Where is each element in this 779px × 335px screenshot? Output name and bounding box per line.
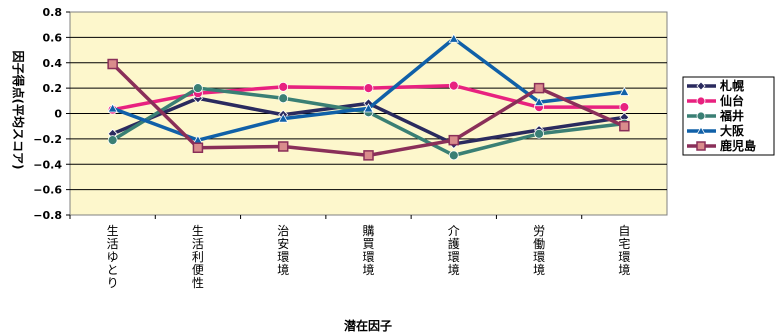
series-lines: [107, 33, 630, 161]
data-point-marker: [363, 103, 374, 113]
data-point-marker: [619, 86, 630, 96]
x-axis-categories: 生活ゆとり 生活利便性 治安環境 購買環境 介護環境 労働環境 自宅環境: [69, 215, 630, 290]
x-category-label: 自宅環境: [618, 224, 630, 277]
data-point-marker: [107, 58, 118, 70]
y-axis-ticks: −0.8 −0.6 −0.4 −0.2 0 0.2 0.4 0.6 0.8: [33, 6, 70, 222]
x-category-label: 購買環境: [362, 224, 374, 277]
data-point-marker: [192, 142, 204, 154]
data-point-marker: [696, 126, 706, 135]
data-point-marker: [696, 111, 706, 121]
series: [107, 33, 630, 145]
data-point-marker: [533, 96, 545, 107]
data-point-marker: [619, 120, 630, 132]
legend-label: 仙台: [720, 93, 744, 108]
x-category-label: 労働環境: [533, 224, 545, 277]
series: [107, 58, 630, 161]
data-point-marker: [619, 102, 630, 113]
data-point-marker: [696, 96, 706, 106]
data-point-marker: [193, 83, 203, 94]
x-category-label: 治安環境: [277, 224, 289, 277]
data-point-marker: [278, 93, 289, 104]
data-point-marker: [107, 135, 118, 146]
y-tick-label: 0.6: [43, 31, 63, 44]
data-point-marker: [448, 134, 460, 146]
y-tick-label: −0.2: [33, 133, 62, 146]
data-point-marker: [448, 33, 459, 43]
x-category-label: 生活ゆとり: [107, 224, 119, 290]
y-tick-label: 0.4: [43, 57, 63, 70]
data-point-marker: [278, 113, 289, 123]
data-point-marker: [363, 150, 374, 161]
data-point-marker: [277, 141, 289, 152]
y-tick-label: 0.8: [43, 6, 63, 19]
data-point-marker: [696, 141, 706, 151]
data-point-marker: [696, 81, 706, 91]
legend-label: 大阪: [720, 123, 745, 138]
data-point-marker: [363, 83, 374, 94]
y-tick-label: −0.6: [33, 184, 62, 197]
legend-label: 鹿児島: [720, 138, 756, 153]
data-point-marker: [534, 128, 544, 139]
data-point-marker: [107, 103, 118, 113]
y-tick-label: 0: [54, 108, 62, 121]
data-point-marker: [278, 81, 289, 92]
data-point-marker: [533, 82, 545, 94]
legend-label: 福井: [719, 108, 744, 123]
legend-label: 札幌: [719, 78, 744, 93]
y-axis-title: 因子得点(平均スコア): [11, 51, 26, 170]
y-tick-label: −0.8: [33, 209, 62, 222]
x-axis-title: 潜在因子: [344, 318, 392, 333]
data-point-marker: [448, 80, 459, 91]
data-point-marker: [448, 150, 459, 161]
x-category-label: 介護環境: [448, 224, 460, 277]
y-tick-label: 0.2: [43, 82, 63, 95]
x-category-label: 生活利便性: [192, 224, 204, 290]
y-tick-label: −0.4: [33, 158, 62, 171]
